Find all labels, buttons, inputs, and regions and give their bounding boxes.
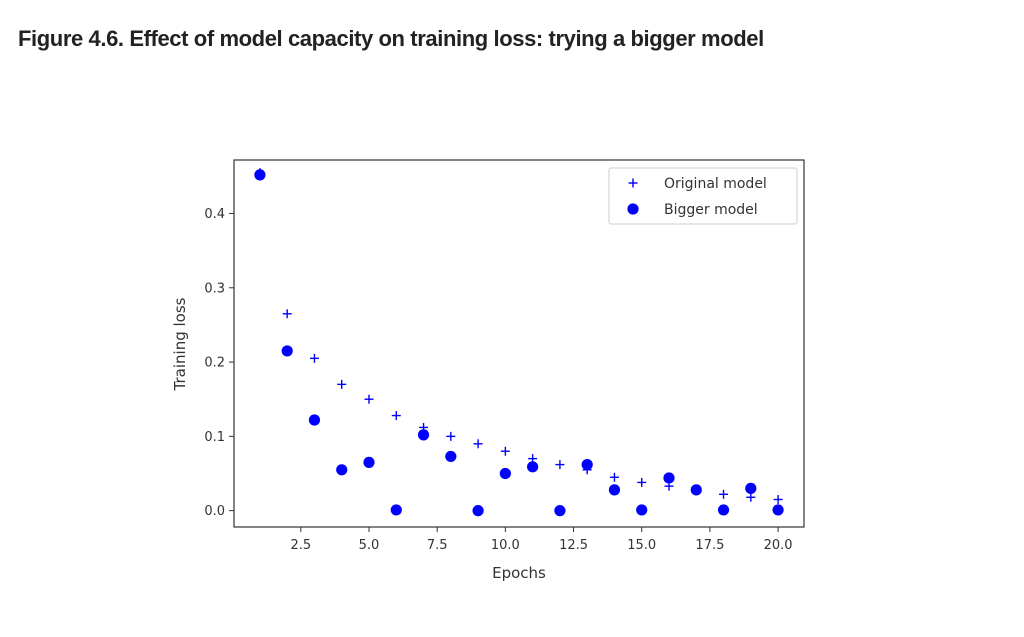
y-axis-label: Training loss [171,297,189,391]
bigger-model-point [281,345,293,357]
plot-area-frame [233,159,805,528]
original-model-point [637,477,647,487]
original-model-point [337,379,347,389]
bigger-model-point [527,461,539,473]
bigger-model-point [690,484,702,496]
y-tick-label: 0.3 [204,281,225,296]
bigger-model-point [254,169,266,181]
bigger-model-point [581,458,593,471]
bigger-model-point [636,504,648,516]
legend-box [608,167,798,225]
bigger-model-point [363,456,375,468]
bigger-model-point [608,484,621,496]
legend-label-bigger-model: Bigger model [664,202,758,218]
original-model-point [500,446,510,456]
original-model-point [364,394,374,404]
bigger-model-point [336,464,348,476]
bigger-model-point [417,429,430,441]
bigger-model-point [472,505,484,517]
x-axis-label: Epochs [492,564,546,582]
x-tick-label: 2.5 [290,538,311,553]
x-tick-label: 10.0 [491,538,520,553]
bigger-model-point [308,414,321,426]
bigger-model-point [445,450,457,463]
x-tick-label: 5.0 [359,538,380,553]
original-model-point [555,460,565,470]
y-tick-label: 0.2 [204,356,225,371]
original-model-point [391,411,401,421]
x-tick-label: 15.0 [627,538,656,553]
y-tick-label: 0.1 [204,430,225,445]
x-tick-label: 20.0 [764,538,793,553]
data-points [254,168,784,517]
x-tick-label: 17.5 [695,538,724,553]
bigger-model-point [390,504,402,516]
bigger-model-point [499,467,511,480]
original-model-point [746,492,756,502]
original-model-point [609,472,619,482]
x-tick-label: 7.5 [427,538,448,553]
legend-marker-original-model [628,178,638,188]
y-tick-label: 0.4 [204,207,225,222]
original-model-point [309,353,319,363]
original-model-point [719,489,729,499]
axis-ticks: 2.5 5.0 7.5 10.0 12.5 15.0 17.5 20.0 0.0 0.1 0.2 0.… [204,207,792,553]
y-tick-label: 0.0 [204,504,225,519]
legend-marker-bigger-model [627,203,639,215]
bigger-model-point [772,504,784,516]
bigger-model-point [554,505,566,517]
legend-plus-marker [628,178,638,188]
legend: Original model Bigger model [608,167,798,225]
bigger-model-point [745,482,757,494]
original-model-point [282,309,292,319]
legend-label-original-model: Original model [664,176,767,192]
figure-title: Figure 4.6. Effect of model capacity on … [18,26,764,51]
original-model-point [773,495,783,505]
bigger-model-point [663,472,675,484]
x-tick-label: 12.5 [559,538,588,553]
original-model-point [446,431,456,441]
bigger-model-point [717,504,730,516]
original-model-point [473,439,483,449]
legend-circle-marker [627,203,639,215]
